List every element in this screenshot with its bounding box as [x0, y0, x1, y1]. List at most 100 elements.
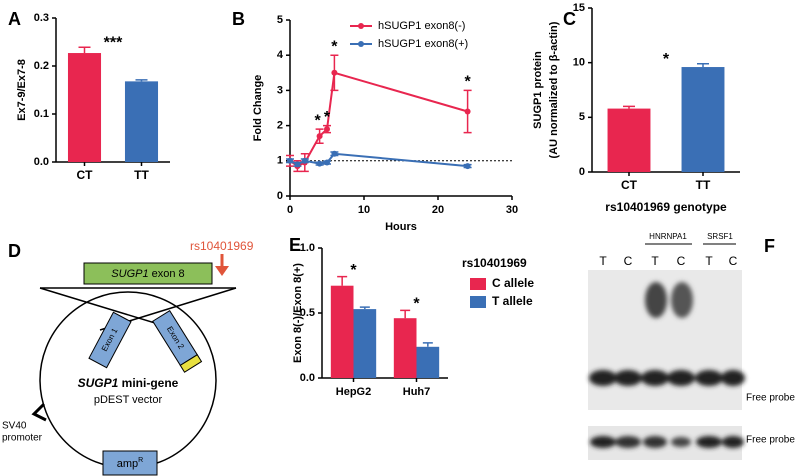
bar — [67, 53, 102, 162]
point — [316, 160, 323, 167]
y-axis-label: Fold Change — [252, 75, 264, 142]
bar — [681, 67, 725, 172]
significance: * — [331, 38, 338, 55]
legend-label: hSUGP1 exon8(-) — [378, 20, 465, 32]
point — [287, 157, 293, 164]
point — [331, 150, 338, 157]
y-tick-label: 5 — [579, 111, 585, 123]
error-bar — [337, 275, 348, 286]
y-tick-label: 0.3 — [34, 12, 49, 24]
probe-label: Free probe — [746, 435, 795, 446]
y-tick-label: 0 — [579, 166, 585, 178]
lane-label: T — [599, 254, 607, 268]
y-tick-label: 10 — [573, 57, 585, 69]
snp-arrowhead — [215, 266, 229, 276]
x-tick-label: CT — [77, 168, 94, 182]
bar — [607, 108, 651, 172]
y-tick-label: 0.0 — [300, 372, 315, 384]
error-bar — [422, 342, 433, 347]
promoter-label: promoter — [2, 433, 43, 444]
lane-label: C — [729, 254, 738, 268]
error-bar — [135, 79, 148, 82]
error-bar — [623, 105, 635, 109]
point — [464, 163, 471, 170]
legend-swatch — [470, 296, 486, 308]
x-tick-label: 0 — [287, 204, 293, 216]
y-tick-label: 0.1 — [34, 108, 49, 120]
x-axis-label: Hours — [385, 221, 417, 233]
point — [331, 69, 338, 76]
x-tick-label: TT — [696, 178, 711, 192]
legend-marker — [358, 23, 364, 29]
blot-bands — [589, 282, 745, 448]
error-bar — [697, 63, 709, 68]
y-tick-label: 0.5 — [300, 307, 315, 319]
x-axis-label: rs10401969 genotype — [605, 200, 727, 214]
promoter-label: SV40 — [2, 421, 27, 432]
y-axis-label: (AU normalized to β-actin) — [548, 21, 560, 158]
y-axis-label: Exon 8(-)/Exon 8(+) — [292, 263, 304, 363]
legend-label: T allele — [492, 294, 533, 308]
probe-label: Free probe — [746, 393, 795, 404]
point — [301, 157, 308, 164]
legend-label: hSUGP1 exon8(+) — [378, 38, 468, 50]
y-tick-label: 1 — [277, 155, 283, 167]
point — [324, 159, 330, 166]
legend-swatch — [470, 278, 486, 290]
x-tick-label: CT — [621, 178, 638, 192]
legend-label: C allele — [492, 276, 534, 290]
significance: * — [324, 109, 331, 126]
x-tick-label: TT — [134, 168, 149, 182]
y-tick-label: 0.0 — [34, 156, 49, 168]
significance: * — [413, 296, 420, 313]
exon2-box: Exon 2 — [152, 309, 203, 373]
snp-label: rs10401969 — [190, 239, 254, 253]
minigene-diagram: D rs10401969 SUGP1 exon 8 Exon 1 Exon 2 … — [2, 239, 254, 476]
y-tick-label: 4 — [277, 49, 284, 61]
y-tick-label: 3 — [277, 84, 283, 96]
x-tick-label: 10 — [358, 204, 370, 216]
panel-letter: C — [563, 9, 576, 29]
exon8-label: SUGP1 exon 8 — [111, 268, 184, 280]
significance: * — [314, 112, 321, 129]
exon8-box — [83, 262, 213, 285]
lane-label: C — [624, 254, 633, 268]
point — [316, 133, 323, 140]
error-bar — [400, 309, 411, 319]
lane-label: T — [651, 254, 659, 268]
significance: * — [350, 262, 357, 279]
y-tick-label: 1.0 — [300, 242, 315, 254]
x-tick-label: Huh7 — [403, 386, 431, 398]
panel-letter: D — [8, 241, 21, 261]
y-tick-label: 0.2 — [34, 60, 49, 72]
error-bar — [78, 46, 91, 54]
minigene-label: SUGP1 mini-gene — [78, 376, 179, 390]
y-tick-label: 0 — [277, 190, 283, 202]
point — [294, 161, 301, 168]
panel-letter: E — [289, 235, 301, 255]
y-tick-label: 5 — [277, 14, 283, 26]
point — [464, 108, 471, 115]
western-blot: F HNRNPA1 SRSF1 Free probe Free probe — [588, 232, 795, 460]
bar — [393, 318, 417, 378]
panel-letter: F — [764, 236, 775, 256]
significance: * — [663, 51, 670, 68]
legend-title: rs10401969 — [462, 256, 527, 270]
lane-label: T — [705, 254, 713, 268]
group-label: HNRNPA1 — [649, 232, 687, 241]
x-tick-label: HepG2 — [336, 386, 371, 398]
amp-label: ampR — [117, 457, 143, 470]
bar — [353, 309, 377, 378]
promoter-arrow — [31, 402, 47, 422]
panel-letter: B — [232, 9, 245, 29]
y-tick-label: 2 — [277, 120, 283, 132]
x-tick-label: 30 — [506, 204, 518, 216]
y-axis-label: Ex7-9/Ex7-8 — [16, 59, 28, 121]
error-bar — [359, 306, 370, 310]
group-label: SRSF1 — [707, 232, 733, 241]
point — [324, 126, 330, 133]
bar — [330, 285, 354, 378]
significance: * — [464, 74, 471, 91]
legend-marker — [358, 41, 364, 47]
